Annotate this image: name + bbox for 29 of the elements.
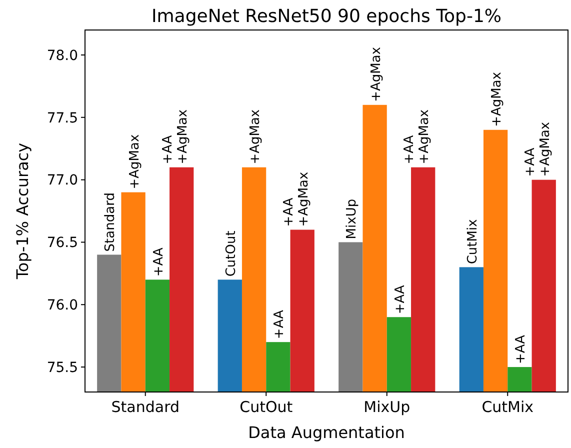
data-label: +AA <box>272 310 288 340</box>
data-label: MixUp <box>344 198 360 240</box>
data-label: +AgMax <box>248 109 264 164</box>
data-label: +AA +AgMax <box>160 109 191 164</box>
x-tick-label: Standard <box>111 398 180 416</box>
data-label: +AA +AgMax <box>281 172 312 227</box>
y-tick-label: 76.5 <box>46 235 78 252</box>
y-tick-label: 78.0 <box>46 48 78 64</box>
data-label: +AA <box>392 284 408 314</box>
x-tick-label: CutMix <box>482 398 534 416</box>
data-label: +AgMax <box>127 134 142 190</box>
data-label: +AA <box>151 248 166 277</box>
y-tick-label: 77.5 <box>46 110 78 126</box>
y-tick-label: 76.0 <box>46 298 78 314</box>
data-label: +AA <box>514 334 529 364</box>
data-label: CutOut <box>224 230 239 277</box>
data-label: +AA +AgMax <box>402 109 432 164</box>
x-tick-label: MixUp <box>364 398 410 416</box>
data-label: +AA +AgMax <box>522 122 553 177</box>
x-axis-title: Data Augmentation <box>248 423 405 442</box>
data-label: Standard <box>103 192 118 252</box>
data-label: CutMix <box>465 218 480 264</box>
data-label: +AgMax <box>368 46 384 102</box>
y-tick-label: 77.0 <box>46 172 78 189</box>
data-label: +AgMax <box>490 72 505 127</box>
x-tick-label: CutOut <box>240 398 293 416</box>
chart-title: ImageNet ResNet50 90 epochs Top-1% <box>151 6 502 27</box>
y-tick-label: 75.5 <box>46 360 78 376</box>
y-axis-title: Top-1% Accuracy <box>13 142 32 280</box>
